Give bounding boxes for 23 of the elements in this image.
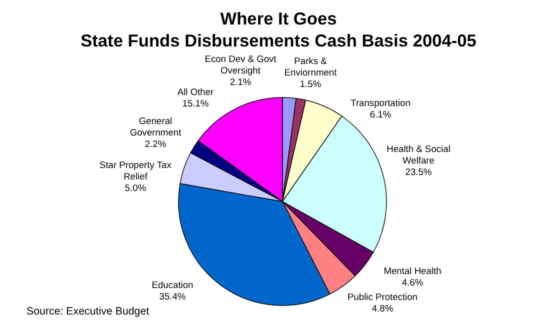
chart-title: Where It Goes: [220, 8, 337, 28]
source-note: Source: Executive Budget: [26, 306, 150, 318]
data-label: 23.5%: [405, 167, 432, 177]
data-label: 5.0%: [124, 183, 146, 193]
data-label: 4.6%: [402, 277, 424, 288]
data-label: 2.2%: [144, 139, 166, 149]
data-label: 15.1%: [182, 98, 209, 108]
slice-label: Education: [152, 280, 194, 290]
slice-label: Health & Social Welfare: [386, 144, 450, 166]
slice-label: Star Property Tax Relief: [99, 160, 172, 182]
slice-label: Transportation: [350, 98, 410, 108]
chart-subtitle: State Funds Disbursements Cash Basis 2004-05: [80, 30, 477, 50]
data-label: 35.4%: [159, 291, 186, 302]
slice-label: Parks & Enviornment: [284, 56, 338, 78]
data-label: 2.1%: [230, 77, 252, 87]
slice-label: Public Protection: [348, 292, 418, 302]
slice-label: Mental Health: [384, 266, 442, 276]
data-label: 4.8%: [372, 303, 394, 314]
slice-label: Econ Dev & Govt Oversight: [204, 54, 277, 76]
data-label: 1.5%: [300, 79, 322, 89]
slice-label: All Other: [177, 86, 214, 97]
slice-label: General Government: [130, 116, 182, 138]
data-label: 6.1%: [370, 109, 392, 120]
